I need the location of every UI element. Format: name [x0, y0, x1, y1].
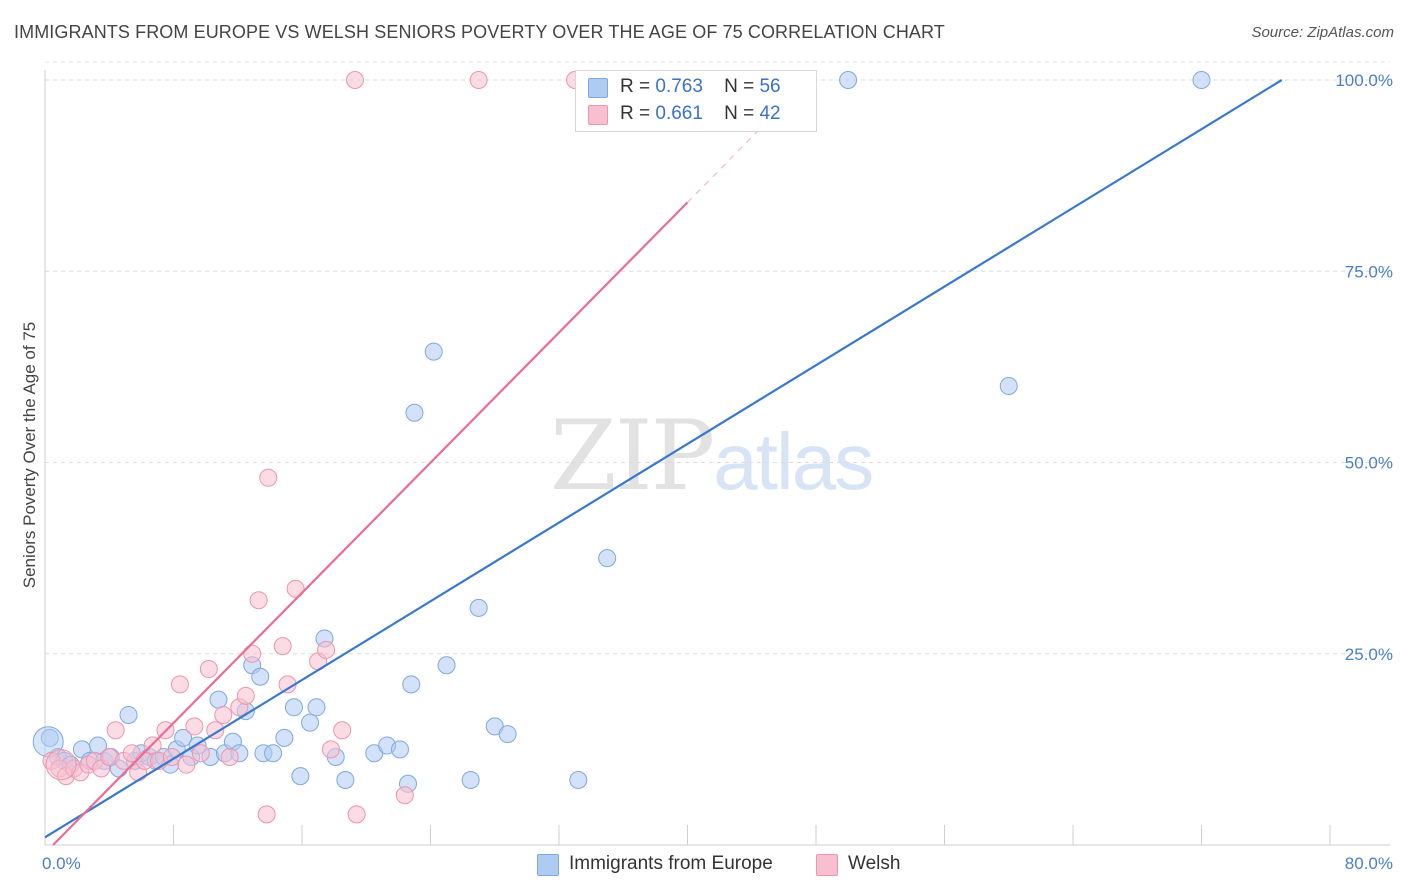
data-point [469, 71, 488, 89]
data-point [424, 342, 443, 361]
data-point [569, 770, 588, 789]
y-tick-label: 25.0% [1345, 645, 1393, 664]
legend-swatch-blue [588, 78, 608, 98]
data-point [106, 721, 125, 740]
data-point [275, 728, 294, 747]
data-point [264, 744, 283, 763]
trend-line-immigrants [44, 79, 1283, 839]
data-point [321, 740, 340, 759]
correlation-legend: R = 0.763 N = 56 R = 0.661 N = 42 [575, 70, 817, 132]
data-point [999, 377, 1018, 395]
y-tick-label: 75.0% [1345, 262, 1393, 281]
data-point [598, 549, 617, 568]
data-point [170, 675, 189, 694]
trend-line-welsh [52, 201, 689, 846]
x-tick-label-min: 0.0% [42, 854, 81, 873]
series-immigrants-from-europe [32, 71, 1211, 793]
data-point [284, 698, 303, 717]
data-point [209, 690, 228, 709]
data-point [437, 656, 456, 675]
legend-swatch-pink [588, 105, 608, 125]
data-point [839, 71, 858, 89]
data-point [199, 660, 218, 679]
legend-label-immigrants: Immigrants from Europe [569, 853, 773, 874]
watermark-atlas: atlas [713, 417, 874, 506]
legend-stats-immigrants: R = 0.763 N = 56 [620, 76, 781, 98]
legend-n-label: N = [724, 103, 755, 124]
data-point [346, 71, 365, 89]
data-point [395, 786, 414, 805]
legend-r-value: 0.763 [655, 76, 703, 97]
data-point [251, 667, 270, 686]
data-point [461, 770, 480, 789]
data-point [469, 598, 488, 617]
data-point [191, 744, 210, 763]
legend-swatch-pink [816, 854, 838, 876]
tick-labels: 25.0% 50.0% 75.0% 100.0% 0.0% 80.0% [42, 71, 1393, 873]
data-point [405, 403, 424, 422]
data-point [291, 767, 310, 786]
data-point [336, 770, 355, 789]
data-point [257, 805, 276, 824]
data-point [333, 721, 352, 740]
data-point [307, 698, 326, 717]
data-point [402, 675, 421, 694]
legend-n-label: N = [724, 76, 755, 97]
series-legend: Immigrants from Europe Welsh [0, 850, 1406, 880]
data-point [214, 705, 233, 724]
data-point-cluster [45, 749, 77, 781]
legend-r-label: R = [620, 103, 651, 124]
data-point [174, 728, 193, 747]
trend-line-welsh-extension [687, 79, 809, 203]
data-point [273, 637, 292, 656]
y-tick-label: 50.0% [1345, 454, 1393, 473]
data-point [119, 705, 138, 724]
data-point [1192, 71, 1211, 89]
chart-title: IMMIGRANTS FROM EUROPE VS WELSH SENIORS … [14, 22, 945, 42]
legend-stats-welsh: R = 0.661 N = 42 [620, 103, 781, 125]
data-point [286, 579, 305, 598]
data-point [390, 740, 409, 759]
data-point [185, 717, 204, 736]
legend-label-welsh: Welsh [848, 853, 901, 874]
watermark-zip: ZIP [550, 400, 715, 512]
legend-swatch-blue [537, 854, 559, 876]
data-point [301, 713, 320, 732]
x-tick-label-max: 80.0% [1345, 854, 1393, 873]
legend-r-value: 0.661 [655, 103, 703, 124]
data-point [347, 805, 366, 824]
data-point [243, 644, 262, 663]
zipatlas-watermark: ZIPatlas [550, 400, 874, 512]
data-point [259, 468, 278, 487]
trend-lines [44, 79, 1283, 846]
source-credit: Source: ZipAtlas.com [1251, 24, 1394, 41]
legend-r-label: R = [620, 76, 651, 97]
gridlines [45, 61, 1390, 655]
data-point [236, 686, 255, 705]
y-tick-label: 100.0% [1335, 71, 1393, 90]
data-point [249, 591, 268, 610]
data-point [317, 640, 336, 659]
data-point [177, 755, 196, 774]
legend-n-value: 56 [759, 76, 781, 97]
axes [44, 70, 1390, 846]
data-point [498, 725, 517, 744]
data-point [220, 748, 239, 767]
legend-n-value: 42 [759, 103, 781, 124]
